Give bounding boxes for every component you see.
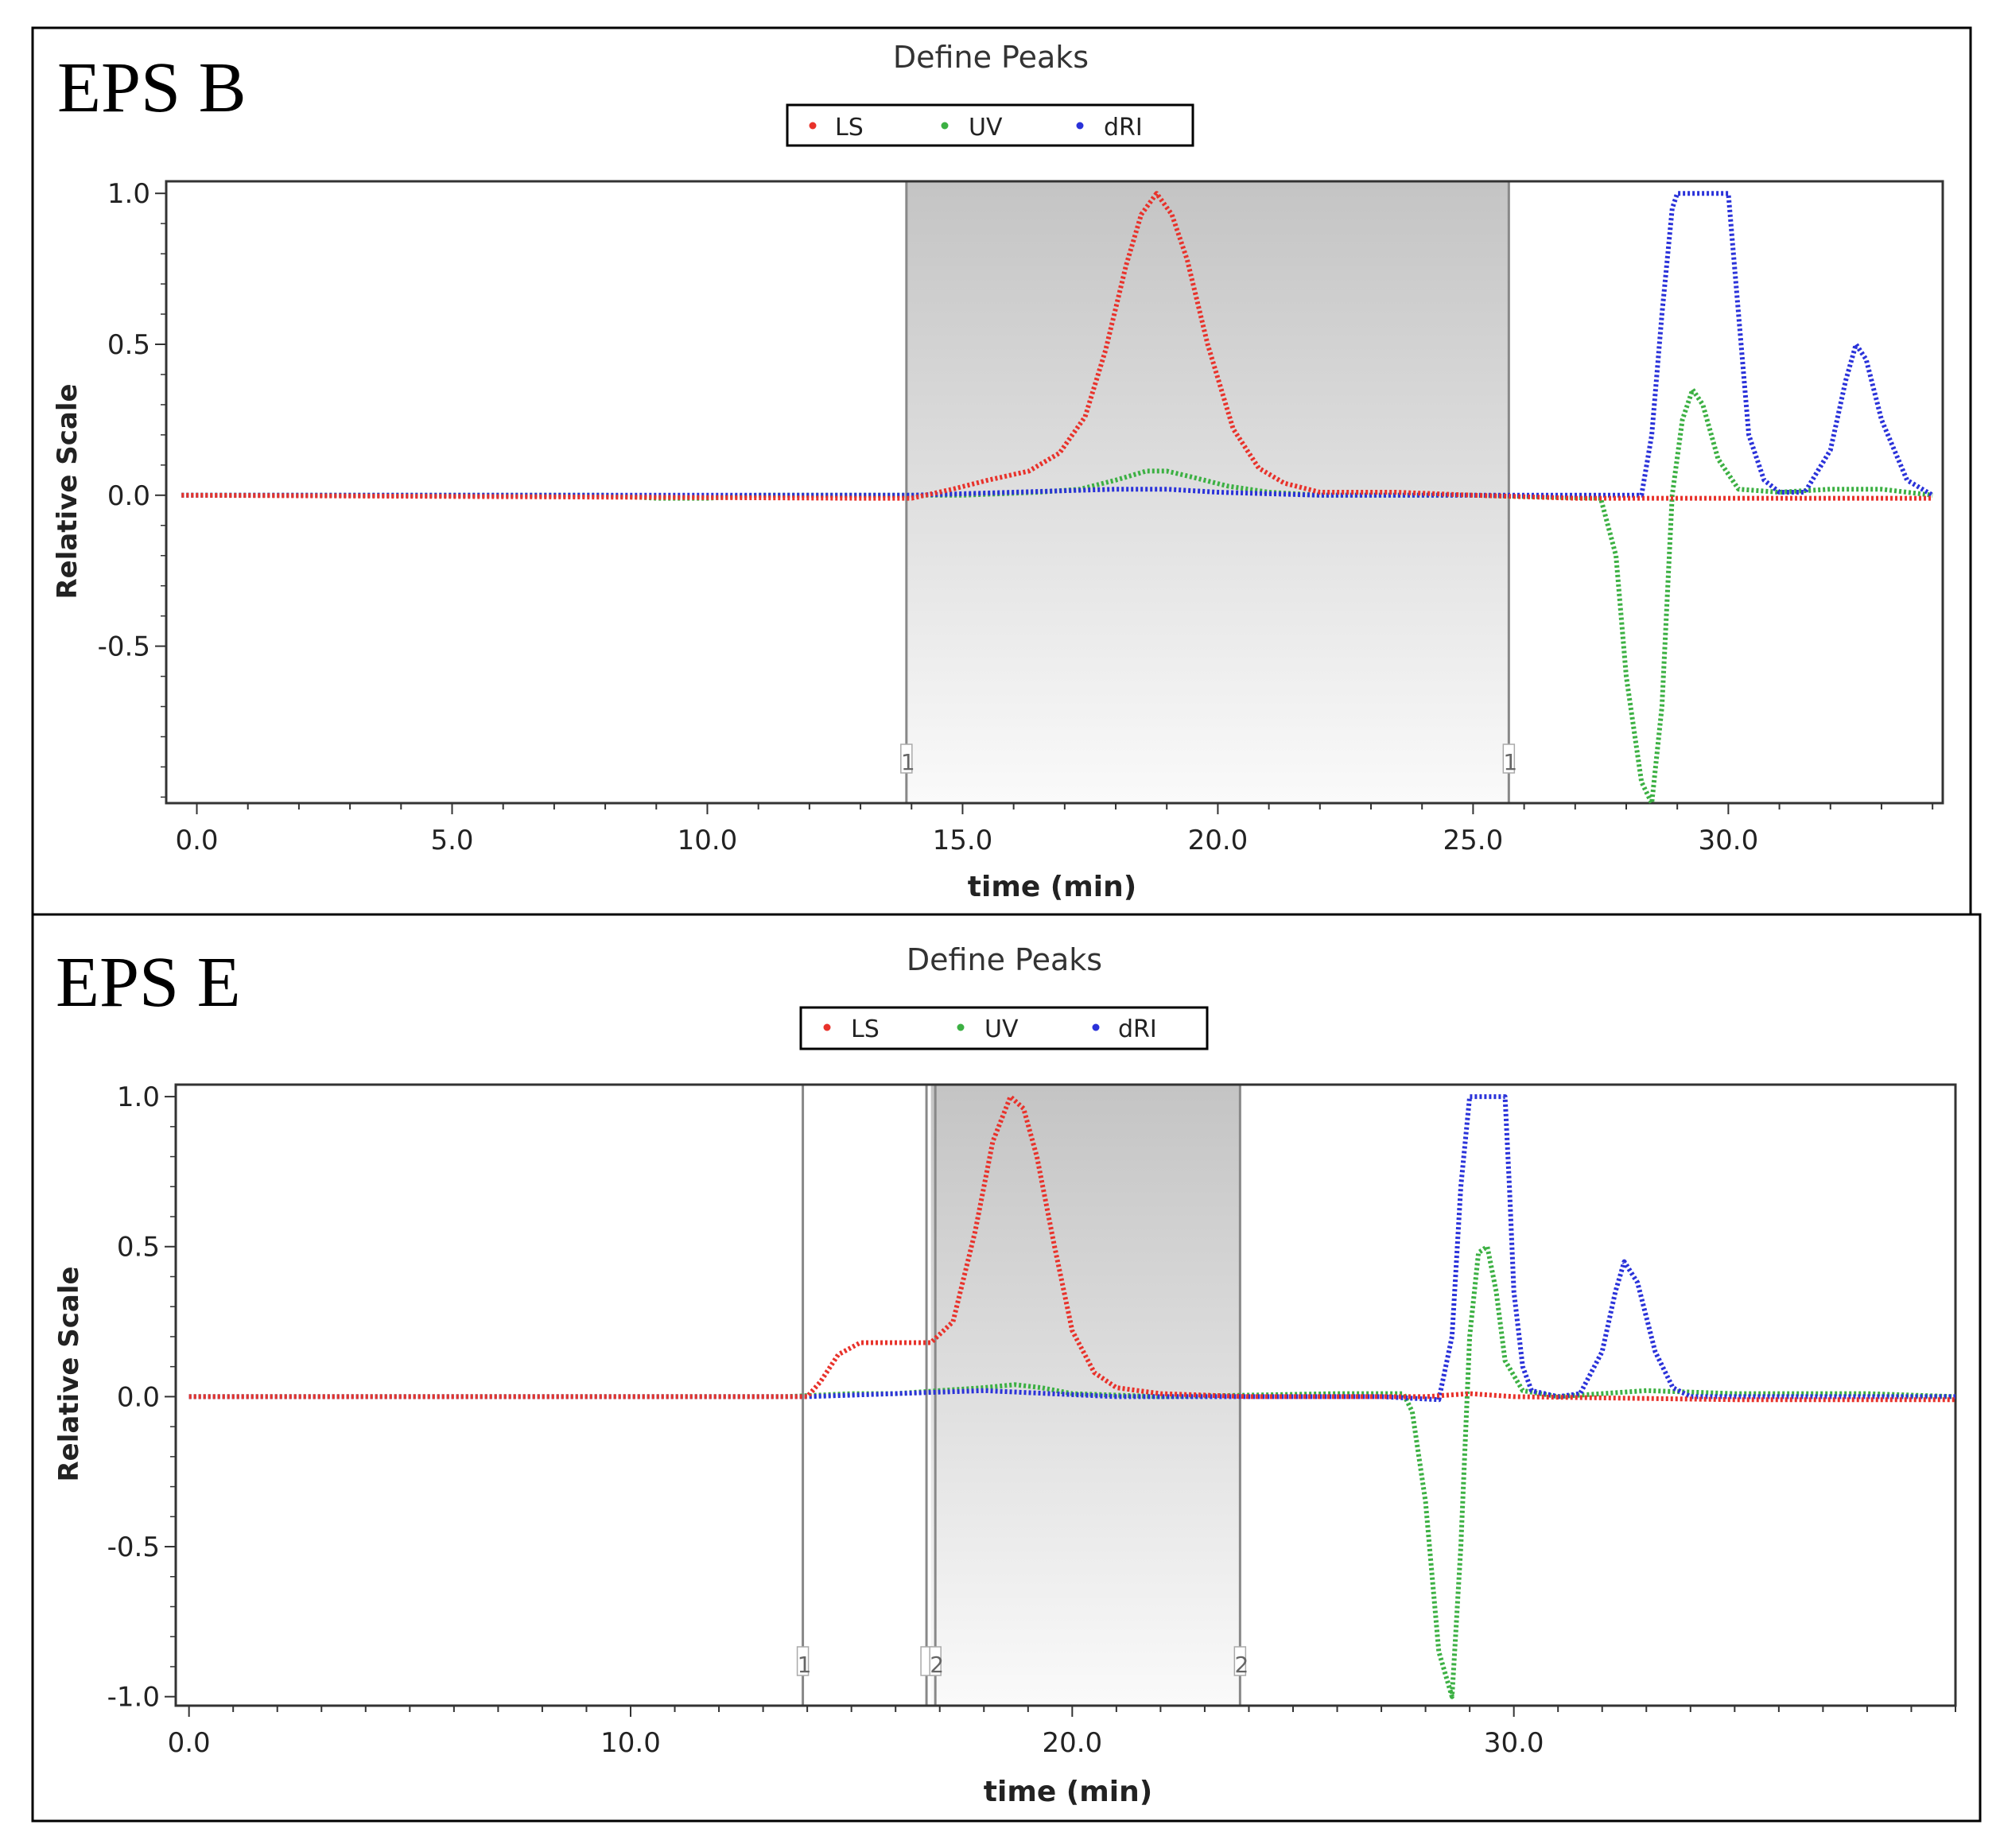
legend: LS UV dRI <box>786 103 1194 147</box>
legend-box <box>786 103 1194 147</box>
x-tick-label: 20.0 <box>1188 825 1249 856</box>
peak-boundary-tag <box>1233 1646 1247 1676</box>
legend-box <box>799 1006 1209 1050</box>
panel-label: EPS E <box>56 943 241 1022</box>
legend-entry-dri: dRI <box>1092 1015 1157 1043</box>
x-tick-label: 0.0 <box>175 825 218 856</box>
peak-boundary-tag <box>900 743 913 774</box>
series-line-dri <box>181 191 1934 498</box>
peak-boundary-tag <box>1502 743 1516 774</box>
legend: LS UV dRI <box>799 1006 1209 1050</box>
y-tick-label: 0.0 <box>117 1381 160 1413</box>
legend-entry-uv: UV <box>957 1015 1019 1043</box>
peak-boundary-label: 2 <box>930 1652 944 1678</box>
legend-swatch <box>941 122 949 130</box>
y-tick-label: 0.5 <box>107 329 150 361</box>
x-tick-label: 30.0 <box>1699 825 1759 856</box>
x-tick-label: 15.0 <box>933 825 993 856</box>
legend-label: LS <box>835 114 864 142</box>
peak-boundary-tag <box>796 1646 810 1676</box>
peak-boundary-label: 1 <box>901 749 915 775</box>
legend-label: dRI <box>1118 1015 1157 1043</box>
legend-label: UV <box>969 114 1003 142</box>
y-tick-label: 1.0 <box>117 1081 160 1113</box>
legend-label: LS <box>851 1015 880 1043</box>
peak-boundary-label: 1 <box>798 1652 812 1678</box>
plot-area: 1 2 20.0 10.0 20.0 30.01.00.50.0-0.5-1.0 <box>107 1081 1957 1759</box>
panel-eps-e: EPS E Define Peaks LS UV dRI 1 2 20.0 10.0 2… <box>31 913 1982 1823</box>
x-axis-label: time (min) <box>984 1776 1152 1808</box>
panel-label: EPS B <box>57 49 247 127</box>
y-tick-label: -0.5 <box>98 631 150 663</box>
legend-swatch <box>957 1023 965 1031</box>
y-tick-label: 0.0 <box>107 480 150 512</box>
legend-swatch <box>1076 122 1084 130</box>
x-tick-label: 5.0 <box>430 825 473 856</box>
y-axis-label: Relative Scale <box>52 383 83 599</box>
x-tick-label: 10.0 <box>678 825 738 856</box>
y-tick-label: -0.5 <box>107 1532 160 1563</box>
legend-swatch <box>809 122 817 130</box>
plot-frame <box>165 180 1944 805</box>
y-tick-label: 1.0 <box>107 178 150 210</box>
peak-boundary-label: 2 <box>1234 1652 1249 1678</box>
legend-entry-dri: dRI <box>1076 114 1143 142</box>
legend-entry-uv: UV <box>941 114 1003 142</box>
x-tick-label: 25.0 <box>1443 825 1504 856</box>
x-tick-label: 10.0 <box>600 1727 661 1759</box>
y-axis-label: Relative Scale <box>53 1266 85 1481</box>
series-line-dri <box>188 1094 1955 1403</box>
y-tick-label: -1.0 <box>107 1682 160 1714</box>
y-tick-label: 0.5 <box>117 1232 160 1264</box>
legend-entry-ls: LS <box>809 114 864 142</box>
peak-boundary-tag <box>929 1646 942 1676</box>
x-axis-label: time (min) <box>968 871 1136 903</box>
x-tick-label: 20.0 <box>1042 1727 1102 1759</box>
legend-entry-ls: LS <box>823 1015 880 1043</box>
series-line-ls <box>188 1094 1955 1403</box>
x-tick-label: 30.0 <box>1484 1727 1544 1759</box>
panel-eps-b: EPS B Define Peaks LS UV dRI 1 10.0 5.0 10.… <box>31 26 1972 916</box>
chart-title: Define Peaks <box>907 942 1102 977</box>
x-tick-label: 0.0 <box>168 1727 211 1759</box>
legend-swatch <box>823 1023 831 1031</box>
chart-title: Define Peaks <box>893 40 1089 75</box>
series-line-ls <box>181 191 1933 501</box>
plot-area: 1 10.0 5.0 10.0 15.0 20.0 25.0 30.01.00.50.0-0.… <box>98 178 1944 856</box>
peak-boundary-label: 1 <box>1503 749 1517 775</box>
legend-label: dRI <box>1104 114 1143 142</box>
legend-label: UV <box>984 1015 1019 1043</box>
legend-swatch <box>1092 1023 1100 1031</box>
